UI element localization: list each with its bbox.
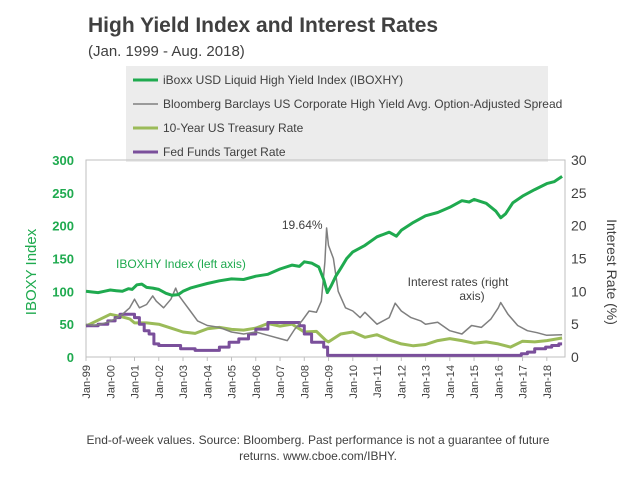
x-tick-label: Jan-07 <box>275 365 287 399</box>
x-tick-label: Jan-04 <box>202 365 214 399</box>
x-tick-label: Jan-03 <box>178 365 190 399</box>
x-tick-label: Jan-10 <box>348 365 360 399</box>
y-tick-right-label: 10 <box>571 283 587 299</box>
x-tick-label: Jan-15 <box>469 365 481 399</box>
x-tick-label: Jan-18 <box>542 365 554 399</box>
chart-title: High Yield Index and Interest Rates <box>88 14 438 37</box>
y-tick-left-label: 250 <box>52 186 74 201</box>
y-tick-left-label: 100 <box>52 284 74 299</box>
footnote-line-2: returns. www.cboe.com/IBHY. <box>239 449 397 463</box>
x-tick-label: Jan-01 <box>130 365 142 399</box>
legend-label: Fed Funds Target Rate <box>163 145 286 159</box>
plot-frame <box>85 159 566 358</box>
y-tick-left-label: 150 <box>52 252 74 267</box>
series-line-iboxhy <box>85 175 563 297</box>
x-tick-label: Jan-12 <box>396 365 408 399</box>
y-axis-right-label: Interest Rate (%) <box>604 219 620 325</box>
chart-subtitle: (Jan. 1999 - Aug. 2018) <box>88 43 245 60</box>
x-tick-label: Jan-06 <box>251 365 263 399</box>
series-line-spread <box>85 227 563 342</box>
legend-label: 10-Year US Treasury Rate <box>163 121 304 135</box>
y-tick-right-label: 15 <box>571 251 587 267</box>
annotation-rates-line-2: axis) <box>459 289 484 303</box>
y-tick-right-label: 0 <box>571 349 579 365</box>
footnote-line-1: End-of-week values. Source: Bloomberg. P… <box>87 433 550 447</box>
y-tick-left-label: 0 <box>67 350 74 365</box>
legend-background <box>126 66 548 162</box>
x-tick-label: Jan-13 <box>421 365 433 399</box>
x-tick-label: Jan-09 <box>324 365 336 399</box>
x-tick-label: Jan-17 <box>518 365 530 399</box>
x-tick-label: Jan-16 <box>493 365 505 399</box>
x-tick-label: Jan-02 <box>154 365 166 399</box>
y-tick-left-label: 50 <box>60 317 74 332</box>
y-tick-right-label: 5 <box>571 316 579 332</box>
x-tick-label: Jan-14 <box>445 365 457 399</box>
annotation-peak: 19.64% <box>282 218 323 232</box>
y-axis-left-label: IBOXY Index <box>23 228 40 315</box>
annotation-rates-line-1: Interest rates (right <box>408 275 509 289</box>
legend: iBoxx USD Liquid High Yield Index (IBOXH… <box>126 66 562 162</box>
y-tick-left-label: 300 <box>52 153 74 168</box>
legend-label: iBoxx USD Liquid High Yield Index (IBOXH… <box>163 73 403 87</box>
x-tick-label: Jan-08 <box>299 365 311 399</box>
annotation-iboxhy: IBOXHY Index (left axis) <box>116 257 246 271</box>
y-tick-right-label: 20 <box>571 218 587 234</box>
y-tick-right-label: 25 <box>571 185 587 201</box>
series-line-treasury <box>85 312 563 349</box>
x-tick-label: Jan-00 <box>105 365 117 399</box>
y-tick-right-label: 30 <box>571 152 587 168</box>
series-line-fedfunds <box>86 312 563 357</box>
x-tick-label: Jan-11 <box>372 365 384 398</box>
x-tick-label: Jan-05 <box>227 365 239 399</box>
y-tick-left-label: 200 <box>52 219 74 234</box>
plot-area: 0 50 100 150 200 250 300 0 5 10 15 20 25 30 Jan-99 Jan-… <box>52 152 586 399</box>
x-tick-label: Jan-99 <box>81 365 93 399</box>
legend-label: Bloomberg Barclays US Corporate High Yie… <box>163 97 562 111</box>
